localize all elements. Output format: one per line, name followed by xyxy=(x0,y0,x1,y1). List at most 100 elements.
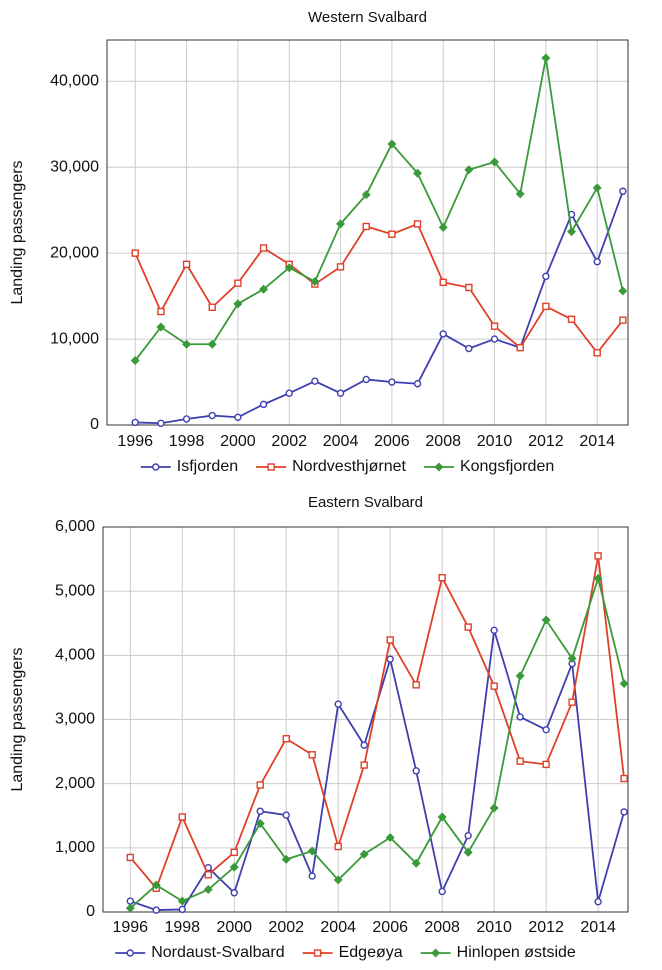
point xyxy=(515,671,525,681)
point xyxy=(307,846,317,856)
x-tick-label: 2002 xyxy=(268,919,304,936)
legend-item: Isfjorden xyxy=(140,458,238,475)
line xyxy=(129,575,625,909)
y-tick-label: 0 xyxy=(90,416,99,433)
point xyxy=(439,278,447,287)
point xyxy=(490,157,500,167)
x-tick-label: 2000 xyxy=(216,919,252,936)
point xyxy=(594,552,602,560)
point xyxy=(336,389,345,397)
point xyxy=(157,307,165,316)
point xyxy=(282,811,290,819)
legend-marker xyxy=(152,463,160,471)
legend-item: Kongsfjorden xyxy=(423,458,554,475)
point xyxy=(386,655,394,663)
point xyxy=(361,190,371,200)
point xyxy=(619,316,627,324)
x-tick-label: 2008 xyxy=(425,433,461,450)
y-tick-label: 1,000 xyxy=(55,839,95,856)
point xyxy=(182,339,192,349)
legend: Nordaust-Svalbard Edgeøya Hinlopen østside xyxy=(115,944,576,961)
x-tick-label: 2010 xyxy=(477,433,513,450)
x-tick-label: 2014 xyxy=(579,433,615,450)
point xyxy=(413,168,423,178)
point xyxy=(567,654,577,664)
point xyxy=(308,872,316,880)
y-tick-label: 20,000 xyxy=(50,244,99,261)
point xyxy=(229,862,239,872)
y-axis-label: Landing passengers xyxy=(9,647,26,791)
point xyxy=(490,322,499,330)
point xyxy=(464,623,472,631)
point xyxy=(130,356,140,366)
point xyxy=(208,411,216,420)
point xyxy=(463,847,473,857)
y-tick-label: 40,000 xyxy=(50,72,99,89)
point xyxy=(594,898,602,906)
chart-title: Western Svalbard xyxy=(308,9,427,26)
point xyxy=(156,322,166,332)
point xyxy=(515,189,525,199)
point xyxy=(259,400,268,409)
point xyxy=(234,279,242,287)
point xyxy=(439,330,447,338)
legend-item: Hinlopen østside xyxy=(420,944,576,961)
point xyxy=(151,880,161,890)
point xyxy=(542,760,550,769)
x-tick-label: 1998 xyxy=(164,919,200,936)
legend-label: Edgeøya xyxy=(339,944,403,961)
line xyxy=(129,555,625,891)
point xyxy=(388,230,396,238)
point xyxy=(592,183,602,193)
x-tick-label: 2008 xyxy=(424,919,460,936)
y-tick-label: 6,000 xyxy=(55,518,95,535)
point xyxy=(336,219,346,229)
point xyxy=(208,303,216,311)
point xyxy=(230,889,238,897)
point xyxy=(308,751,316,759)
x-tick-label: 2010 xyxy=(476,919,512,936)
legend-label: Nordaust-Svalbard xyxy=(151,944,284,961)
point xyxy=(413,220,422,228)
point xyxy=(465,344,473,353)
y-tick-label: 3,000 xyxy=(55,711,95,728)
point xyxy=(157,419,165,427)
legend-label: Hinlopen østside xyxy=(457,944,576,961)
point xyxy=(336,263,345,271)
point xyxy=(177,896,187,906)
legend-label: Nordvesthjørnet xyxy=(292,458,406,475)
point xyxy=(182,260,191,268)
point xyxy=(388,378,396,386)
point xyxy=(464,165,474,175)
point xyxy=(412,767,420,775)
point xyxy=(256,807,264,815)
x-tick-label: 1996 xyxy=(112,919,148,936)
point xyxy=(282,735,290,743)
point xyxy=(178,905,186,914)
plot-frame xyxy=(106,39,629,426)
point xyxy=(362,375,370,384)
point xyxy=(619,679,629,689)
point xyxy=(568,698,576,706)
point xyxy=(516,713,524,721)
y-axis-label: Landing passengers xyxy=(9,160,26,304)
point xyxy=(334,842,342,851)
legend-item: Edgeøya xyxy=(302,944,403,961)
point xyxy=(310,276,320,286)
point xyxy=(489,803,499,813)
point xyxy=(618,286,628,296)
point xyxy=(359,849,369,859)
x-tick-label: 2012 xyxy=(528,433,564,450)
point xyxy=(490,335,499,343)
point xyxy=(178,813,186,821)
point xyxy=(281,854,291,864)
point xyxy=(207,339,217,349)
point xyxy=(542,272,550,281)
legend-item: Nordaust-Svalbard xyxy=(115,944,285,961)
point xyxy=(516,757,524,765)
point xyxy=(126,897,134,905)
point xyxy=(386,636,394,644)
y-tick-label: 2,000 xyxy=(55,775,95,792)
point xyxy=(256,781,264,789)
